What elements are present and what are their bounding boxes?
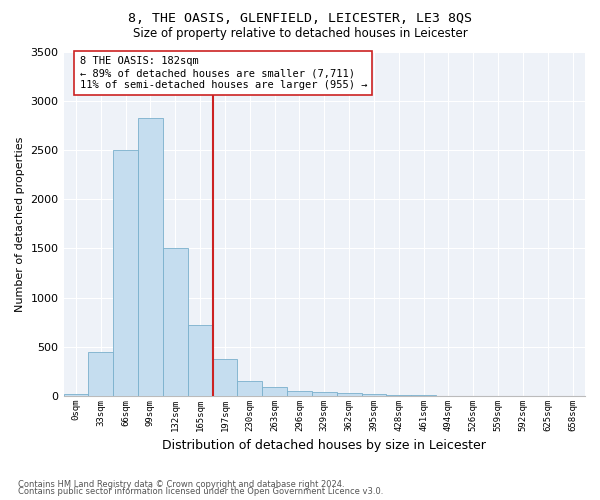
Text: Size of property relative to detached houses in Leicester: Size of property relative to detached ho… xyxy=(133,28,467,40)
Bar xyxy=(188,325,212,396)
Bar xyxy=(262,388,287,396)
Bar xyxy=(386,395,411,396)
Bar xyxy=(287,390,312,396)
Bar xyxy=(88,352,113,396)
Bar xyxy=(212,358,238,396)
Text: 8, THE OASIS, GLENFIELD, LEICESTER, LE3 8QS: 8, THE OASIS, GLENFIELD, LEICESTER, LE3 … xyxy=(128,12,472,26)
Bar xyxy=(163,248,188,396)
Bar xyxy=(138,118,163,396)
Bar xyxy=(337,393,362,396)
Y-axis label: Number of detached properties: Number of detached properties xyxy=(15,136,25,312)
Text: Contains HM Land Registry data © Crown copyright and database right 2024.: Contains HM Land Registry data © Crown c… xyxy=(18,480,344,489)
Bar xyxy=(64,394,88,396)
Bar xyxy=(238,382,262,396)
Bar xyxy=(113,150,138,396)
Text: Contains public sector information licensed under the Open Government Licence v3: Contains public sector information licen… xyxy=(18,487,383,496)
X-axis label: Distribution of detached houses by size in Leicester: Distribution of detached houses by size … xyxy=(163,440,486,452)
Text: 8 THE OASIS: 182sqm
← 89% of detached houses are smaller (7,711)
11% of semi-det: 8 THE OASIS: 182sqm ← 89% of detached ho… xyxy=(80,56,367,90)
Bar xyxy=(312,392,337,396)
Bar xyxy=(362,394,386,396)
